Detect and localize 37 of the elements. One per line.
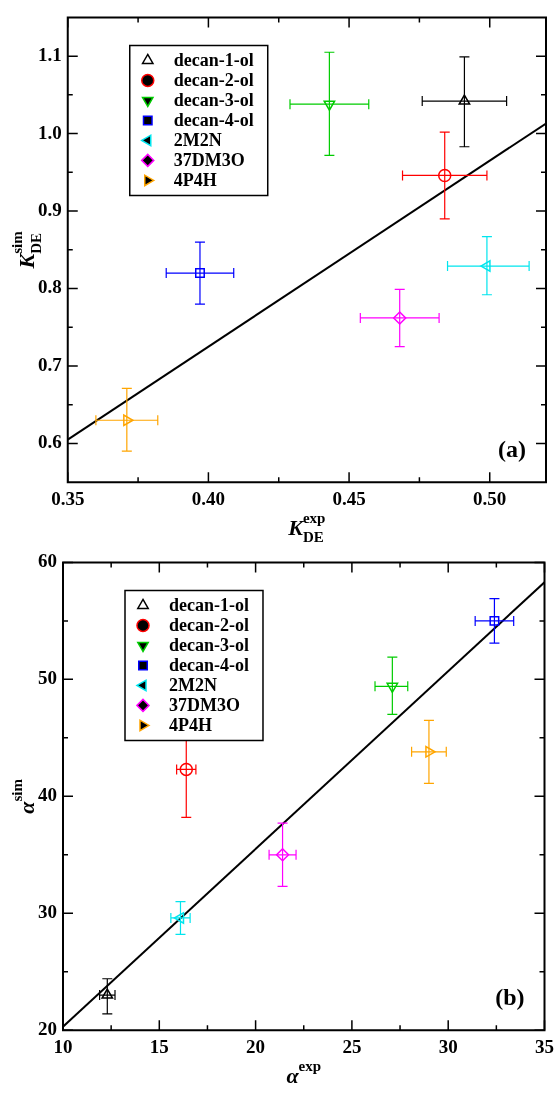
legend-label: decan-1-ol <box>169 595 249 616</box>
x-tick-label: 0.50 <box>473 487 507 509</box>
legend-label: decan-2-ol <box>173 70 254 91</box>
y-tick-label: 30 <box>38 901 57 923</box>
x-tick-label: 35 <box>535 1035 554 1057</box>
legend-label: 2M2N <box>173 130 222 151</box>
y-tick-label: 40 <box>38 784 57 806</box>
y-tick-label: 0.9 <box>38 198 62 220</box>
y-tick-label: 0.6 <box>38 431 62 453</box>
x-tick-label: 15 <box>149 1035 169 1057</box>
x-tick-label: 30 <box>438 1035 458 1057</box>
y-tick-label: 1.0 <box>38 121 62 143</box>
annotation: (a) <box>498 436 526 463</box>
y-tick-label: 50 <box>38 667 57 689</box>
legend-label: decan-4-ol <box>169 655 249 676</box>
x-tick-label: 0.35 <box>51 487 85 509</box>
legend-label: 4P4H <box>169 715 212 736</box>
legend-label: 4P4H <box>173 170 217 191</box>
legend-label: 37DM3O <box>173 150 245 171</box>
y-tick-label: 0.7 <box>38 353 63 375</box>
legend-label: decan-4-ol <box>173 110 254 131</box>
x-tick-label: 25 <box>342 1035 362 1057</box>
legend-label: 37DM3O <box>169 695 240 716</box>
legend-label: decan-3-ol <box>173 90 254 111</box>
legend-label: decan-1-ol <box>173 50 254 71</box>
x-tick-label: 20 <box>246 1035 266 1057</box>
legend-label: decan-3-ol <box>169 635 249 656</box>
x-tick-label: 0.40 <box>191 487 226 509</box>
x-tick-label: 0.45 <box>332 487 366 509</box>
annotation: (b) <box>495 984 525 1011</box>
y-axis-title: KDEsim <box>8 230 44 270</box>
legend-label: 2M2N <box>169 675 217 696</box>
y-axis-title: αsim <box>8 778 39 814</box>
y-tick-label: 60 <box>38 550 57 572</box>
y-tick-label: 0.8 <box>38 276 62 298</box>
y-tick-label: 1.1 <box>38 44 62 66</box>
legend-label: decan-2-ol <box>169 615 249 636</box>
